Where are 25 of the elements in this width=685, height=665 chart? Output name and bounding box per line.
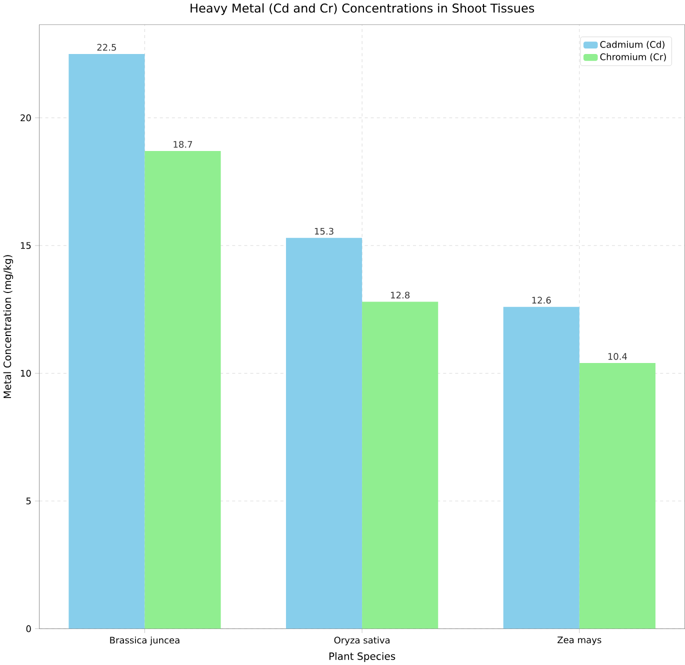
bar (144, 150, 221, 629)
bar (503, 306, 580, 629)
x-axis-title: Plant Species (329, 652, 396, 662)
data-label: 22.5 (97, 44, 116, 51)
bar (68, 54, 145, 629)
bar (362, 302, 438, 629)
y-tick-label: 15 (20, 242, 31, 249)
legend-label: Chromium (Cr) (600, 53, 666, 62)
x-tick-label: Oryza sativa (334, 636, 390, 646)
x-tick-label: Zea mays (558, 636, 602, 645)
bar (579, 362, 656, 629)
data-label: 15.3 (314, 228, 334, 235)
data-label: 18.7 (174, 140, 192, 148)
x-tick-label: Brassica juncea (110, 636, 180, 646)
y-tick-label: 10 (20, 370, 31, 377)
y-tick-label: 20 (20, 114, 31, 122)
data-label: 10.4 (608, 352, 627, 360)
chart-title: Heavy Metal (Cd and Cr) Concentrations in Shoot Tissues (190, 3, 534, 15)
legend-label: Cadmium (Cd) (600, 40, 664, 49)
bar (286, 238, 362, 629)
y-tick-label: 0 (26, 625, 31, 632)
data-label: 12.8 (391, 292, 410, 298)
y-axis-title: Metal Concentration (mg/kg) (3, 254, 14, 398)
y-tick-label: 5 (26, 498, 31, 504)
data-label: 12.6 (532, 296, 551, 304)
